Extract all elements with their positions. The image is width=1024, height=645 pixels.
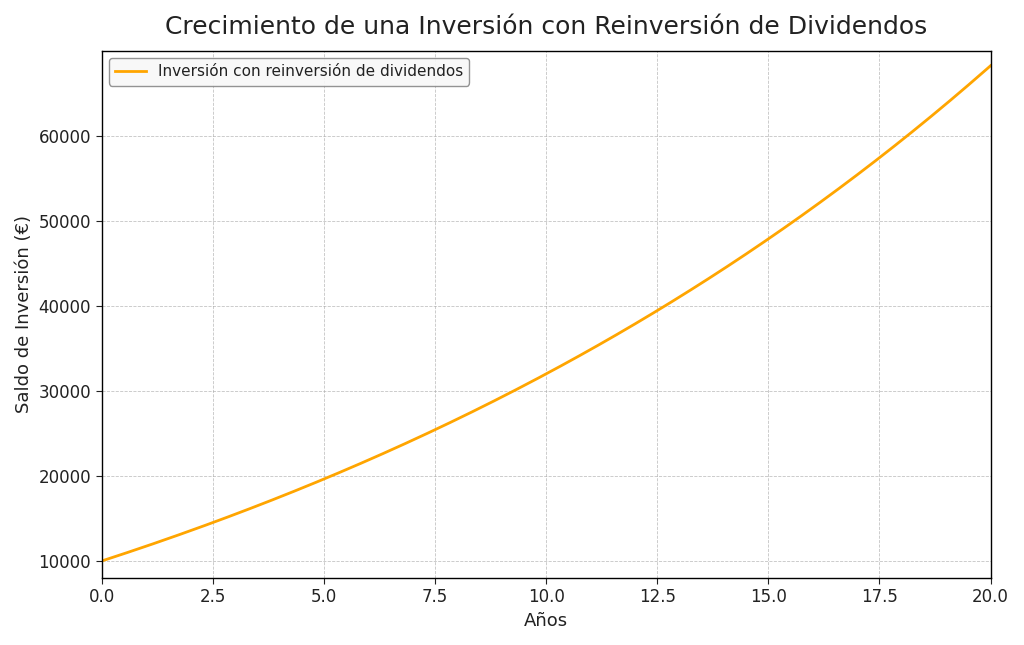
Inversión con reinversión de dividendos	[810, 201, 822, 209]
Inversión con reinversión de dividendos	[603, 335, 615, 343]
Inversión con reinversión de dividendos	[432, 424, 444, 432]
X-axis label: Años: Años	[524, 612, 568, 630]
Line: Inversión con reinversión de dividendos: Inversión con reinversión de dividendos	[101, 66, 990, 561]
Title: Crecimiento de una Inversión con Reinversión de Dividendos: Crecimiento de una Inversión con Reinver…	[165, 15, 927, 39]
Inversión con reinversión de dividendos	[973, 72, 985, 79]
Inversión con reinversión de dividendos	[95, 557, 108, 565]
Inversión con reinversión de dividendos	[751, 243, 763, 250]
Y-axis label: Saldo de Inversión (€): Saldo de Inversión (€)	[15, 215, 33, 413]
Legend: Inversión con reinversión de dividendos: Inversión con reinversión de dividendos	[110, 58, 469, 86]
Inversión con reinversión de dividendos	[984, 62, 996, 70]
Inversión con reinversión de dividendos	[196, 523, 208, 531]
